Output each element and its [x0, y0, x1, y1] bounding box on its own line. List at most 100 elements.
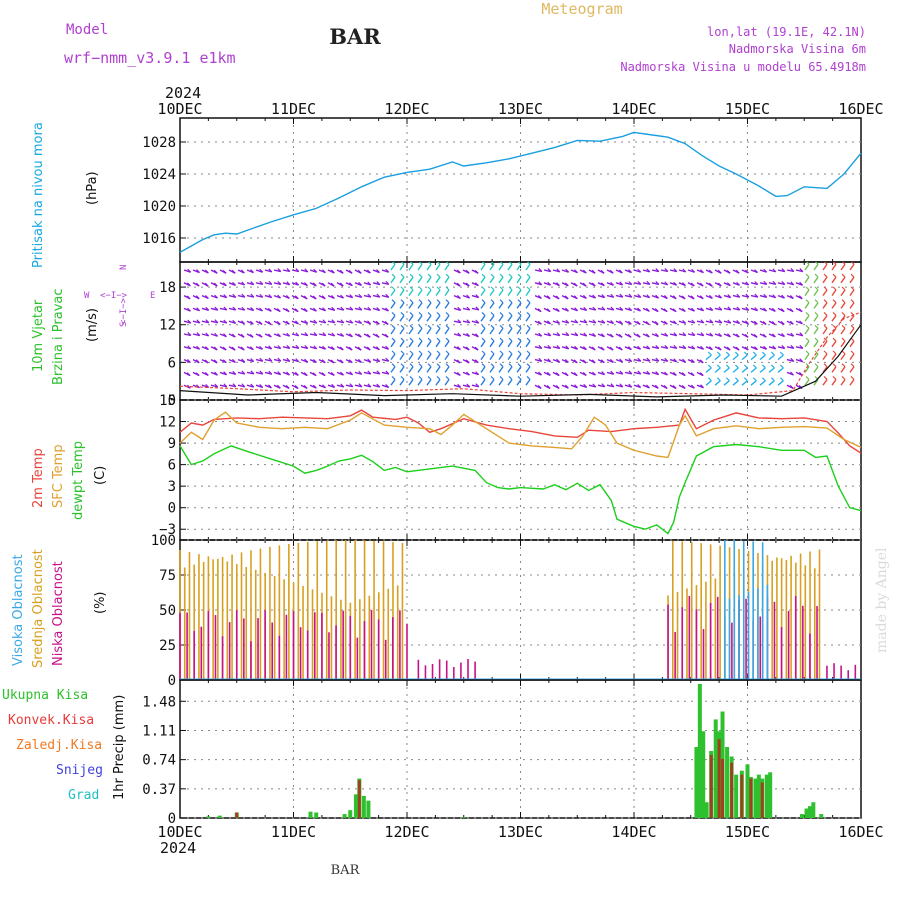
wind-barb-flag — [814, 312, 819, 316]
wind-barb — [507, 263, 513, 271]
wind-barb-flag — [628, 269, 632, 273]
wind-barb-flag — [762, 333, 767, 338]
wind-barb-flag — [565, 268, 570, 273]
wind-barb-flag — [366, 333, 371, 338]
wind-barb-flag — [752, 377, 757, 382]
precip-unit: 1hr Precip (mm) — [112, 695, 127, 800]
series-line — [179, 131, 862, 254]
pressure-label: Pritisak na nivou mora — [31, 122, 46, 268]
wind-barb — [768, 380, 775, 386]
y-tick-label: 18 — [159, 280, 176, 296]
top-date-axis: 10DEC 11DEC 12DEC 13DEC 14DEC 15DEC 16DEC — [157, 100, 883, 118]
wind-barb — [444, 263, 450, 271]
wind-barb-flag — [418, 324, 423, 329]
wind-barb — [381, 282, 389, 285]
wind-barb — [795, 346, 803, 349]
wind-barb-flag — [618, 333, 623, 338]
legend-conv-precip: Konvek.Kisa — [8, 713, 94, 728]
y-tick-label: 1016 — [142, 231, 176, 247]
wind-barb — [804, 289, 810, 297]
wind-barb — [804, 315, 810, 322]
wind-barb — [372, 294, 380, 298]
wind-barb-flag — [526, 286, 531, 291]
wind-barb-flag — [457, 294, 461, 299]
wind-barb-flag — [475, 383, 480, 388]
wind-barb-flag — [267, 333, 272, 338]
wind-barb — [822, 379, 828, 386]
wind-barb — [678, 346, 686, 350]
wind-barb-flag — [574, 384, 578, 389]
total-precip-bar — [342, 814, 347, 818]
wind-barb — [417, 340, 423, 348]
wind-barb — [849, 289, 855, 297]
wind-barb-flag — [367, 281, 372, 286]
wind-barb-flag — [709, 294, 713, 299]
wind-barb-flag — [646, 280, 651, 285]
y-tick-label: 0.37 — [142, 782, 176, 798]
wind-barb-flag — [427, 312, 432, 316]
bottom-date-tick: 13DEC — [498, 823, 543, 841]
wind-barb — [714, 367, 721, 373]
wind-barb-flag — [508, 324, 513, 329]
wind-barb-flag — [573, 282, 578, 287]
wind-barb-flag — [673, 268, 678, 273]
wind-barb-flag — [205, 319, 210, 324]
wind-barb — [498, 340, 504, 348]
wind-barb-flag — [727, 306, 732, 311]
wind-barb-flag — [303, 308, 308, 312]
wind-barb-flag — [223, 306, 228, 311]
wind-barb-flag — [823, 324, 828, 329]
total-precip-bar — [819, 814, 824, 818]
wind-barb-flag — [770, 377, 775, 382]
wind-barb-flag — [508, 376, 513, 380]
wind-barb — [228, 307, 236, 311]
wind-barb-flag — [798, 308, 803, 313]
wind-barb-flag — [418, 273, 423, 278]
wind-barb — [480, 263, 486, 271]
wind-barb — [741, 367, 748, 373]
wind-barb-flag — [367, 293, 372, 298]
wind-barb-flag — [349, 319, 354, 324]
wind-barb — [786, 269, 794, 273]
wind-barb — [516, 379, 522, 386]
wind-barb-flag — [385, 384, 390, 388]
wind-barb — [696, 320, 704, 324]
wind-barb-flag — [601, 371, 606, 376]
wind-barb — [480, 340, 486, 348]
wind-barb — [525, 340, 531, 348]
wind-barb-flag — [340, 383, 345, 388]
wind-barb-flag — [348, 346, 353, 351]
wind-barb-flag — [682, 345, 687, 349]
wind-barb-flag — [391, 312, 396, 316]
wind-barb-flag — [285, 294, 290, 299]
wind-barb-flag — [526, 262, 531, 265]
wind-barb-flag — [204, 359, 209, 364]
wind-barb-flag — [789, 308, 794, 313]
wind-barb-flag — [850, 262, 855, 265]
wind-barb-flag — [805, 350, 810, 355]
wind-barb-flag — [547, 320, 551, 325]
wind-barb — [849, 263, 855, 271]
wind-barb — [759, 367, 766, 373]
compass-west: W — [84, 291, 90, 301]
wind-barb-flag — [313, 319, 318, 324]
wind-barb-flag — [673, 281, 678, 286]
wind-barb-flag — [466, 306, 471, 311]
total-precip-bar — [764, 774, 769, 818]
wind-barb-flag — [303, 384, 308, 389]
wind-barb-flag — [339, 346, 344, 351]
wind-barb — [462, 320, 470, 324]
top-date-tick: 10DEC — [157, 100, 202, 118]
wind-barb-flag — [499, 350, 504, 355]
wind-barb-flag — [436, 363, 441, 368]
wind-barb — [840, 302, 846, 309]
wind-barb — [345, 384, 353, 388]
wind-barb-flag — [223, 333, 227, 338]
wind-barb-flag — [600, 269, 605, 274]
wind-barb-flag — [664, 268, 669, 272]
wind-barb — [273, 269, 281, 273]
wind-barb-flag — [330, 282, 335, 287]
wind-barb-flag — [798, 295, 803, 300]
wind-barb — [507, 302, 513, 309]
wind-barb-flag — [508, 363, 513, 368]
